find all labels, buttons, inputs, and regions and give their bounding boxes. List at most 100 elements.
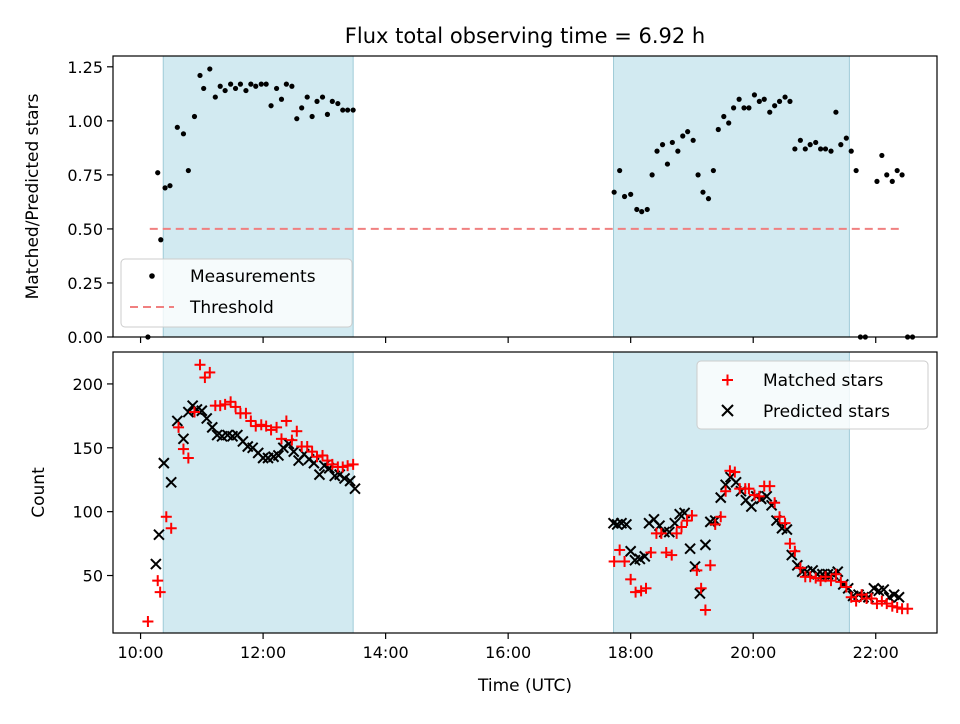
matched-star-point — [301, 441, 313, 453]
predicted-star-point — [663, 526, 675, 538]
measurement-point — [634, 206, 640, 213]
measurement-point — [761, 96, 767, 102]
x-tick-label: 10:00 — [118, 643, 164, 662]
measurement-point — [329, 98, 335, 104]
measurement-point — [273, 85, 280, 92]
measurement-point — [690, 137, 696, 143]
measurement-point — [772, 103, 778, 109]
matched-star-point — [619, 555, 631, 567]
predicted-star-point — [277, 442, 290, 454]
measurement-point — [664, 161, 671, 167]
predicted-star-point — [349, 482, 361, 495]
x-tick-label: 12:00 — [240, 643, 286, 662]
y-tick-label: 50 — [83, 567, 103, 586]
measurement-point — [319, 94, 326, 100]
matched-star-point — [881, 598, 893, 610]
shaded-interval — [613, 55, 850, 338]
measurement-point — [237, 81, 244, 87]
measurement-point — [180, 131, 187, 137]
matched-star-point — [681, 515, 693, 527]
measurement-point — [685, 129, 691, 135]
predicted-star-point — [344, 475, 356, 487]
matched-star-point — [280, 415, 292, 427]
matched-star-point — [214, 400, 226, 412]
x-axis-ticks — [139, 337, 877, 343]
matched-star-point — [743, 483, 755, 495]
matched-star-point — [810, 572, 822, 584]
measurement-point — [746, 105, 752, 111]
measurement-point — [278, 96, 285, 102]
measurement-point — [299, 105, 305, 111]
predicted-star-point — [715, 491, 727, 504]
measurement-point — [721, 113, 727, 120]
measurement-point — [731, 105, 737, 111]
matched-star-point — [819, 571, 831, 583]
measurement-point — [899, 172, 905, 178]
matched-star-point — [194, 359, 206, 371]
matched-star-point — [704, 559, 716, 571]
measurement-point — [340, 107, 346, 113]
matched-star-point — [630, 586, 642, 598]
predicted-star-point — [781, 523, 793, 536]
matched-star-point — [177, 443, 189, 455]
measurement-point — [756, 98, 762, 104]
measurement-point — [675, 148, 681, 154]
measurement-point — [797, 137, 803, 143]
legend-box — [120, 258, 353, 328]
measurement-point — [848, 148, 854, 154]
y-tick-label: 100 — [72, 503, 103, 522]
matched-star-point — [779, 517, 791, 529]
measurement-point — [751, 92, 758, 98]
measurement-point — [710, 167, 716, 174]
predicted-star-point — [165, 476, 177, 488]
matched-star-point — [250, 420, 262, 432]
x-axis-label: Time (UTC) — [477, 676, 572, 696]
matched-star-point — [182, 452, 194, 464]
x-tick-label: 16:00 — [485, 643, 531, 662]
y-tick-label: 150 — [72, 439, 103, 458]
measurement-point — [162, 185, 168, 191]
matched-star-point — [729, 466, 741, 478]
measurement-point — [191, 113, 198, 120]
measurement-point — [314, 98, 320, 104]
measurement-point — [212, 94, 218, 100]
y-tick-label: 0.75 — [67, 166, 103, 185]
measurement-point — [617, 167, 623, 174]
matched-star-point — [876, 595, 888, 607]
plot-frame — [112, 351, 938, 634]
measurement-point — [263, 81, 269, 87]
y-axis-ticks: 50 100 150 200 — [72, 375, 113, 586]
legend-measurements-label: Measurements — [190, 267, 316, 287]
predicted-star-point — [288, 445, 300, 458]
matched-star-point — [625, 573, 637, 585]
x-tick-label: 22:00 — [853, 643, 899, 662]
matched-star-point — [142, 616, 154, 628]
measurement-point — [207, 66, 213, 72]
matched-star-point — [337, 461, 349, 473]
matched-star-point — [784, 538, 796, 550]
predicted-star-point — [196, 405, 208, 417]
matched-star-point — [891, 601, 903, 613]
matched-star-point — [660, 547, 672, 559]
legend-threshold-label: Threshold — [189, 298, 274, 318]
y-axis-label: Matched/Predicted stars — [23, 93, 43, 299]
measurement-point — [792, 146, 798, 152]
chart-title: Flux total observing time = 6.92 h — [345, 24, 705, 48]
matched-star-point — [255, 419, 267, 431]
matched-star-point — [306, 446, 318, 458]
measurement-point — [268, 103, 274, 109]
shaded-interval — [162, 351, 354, 634]
matched-star-point — [275, 433, 287, 445]
measurement-point — [222, 87, 228, 94]
measurement-point — [894, 167, 900, 174]
measurement-point — [695, 172, 701, 178]
measurement-point — [217, 83, 223, 89]
matched-stars-series — [142, 359, 914, 628]
y-tick-label: 1.00 — [67, 112, 103, 131]
measurement-point — [659, 142, 666, 148]
measurement-point — [324, 111, 331, 117]
legend-predicted-label: Predicted stars — [763, 402, 890, 422]
legend-matched-label: Matched stars — [763, 371, 883, 391]
panel-ratio: 0.00 0.25 0.50 0.75 1.00 1.25 Matched/Predict… — [23, 55, 938, 347]
measurement-point — [258, 81, 264, 87]
